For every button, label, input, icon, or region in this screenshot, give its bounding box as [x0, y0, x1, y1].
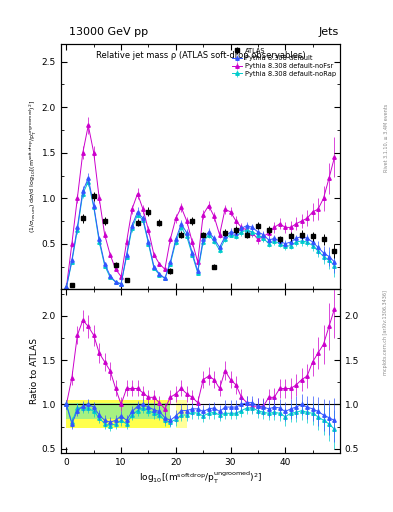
- Text: Relative jet mass ρ (ATLAS soft-drop observables): Relative jet mass ρ (ATLAS soft-drop obs…: [95, 51, 305, 60]
- Y-axis label: $(1/\sigma_{\rm resum})$ d$\sigma$/d log$_{10}$[(m$^{\rm soft\,drop}$/p$_{\rm T}: $(1/\sigma_{\rm resum})$ d$\sigma$/d log…: [28, 100, 39, 233]
- Legend: ATLAS, Pythia 8.308 default, Pythia 8.308 default-noFsr, Pythia 8.308 default-no: ATLAS, Pythia 8.308 default, Pythia 8.30…: [230, 45, 339, 79]
- X-axis label: log$_{10}$[(m$^{\rm soft\,drop}$/p$_{\rm T}^{\rm ungroomed})^2$]: log$_{10}$[(m$^{\rm soft\,drop}$/p$_{\rm…: [139, 470, 262, 486]
- Text: Jets: Jets: [319, 27, 339, 37]
- Y-axis label: Ratio to ATLAS: Ratio to ATLAS: [30, 338, 39, 404]
- Text: mcplots.cern.ch [arXiv:1306.3436]: mcplots.cern.ch [arXiv:1306.3436]: [384, 290, 388, 375]
- Text: Rivet 3.1.10, ≥ 3.4M events: Rivet 3.1.10, ≥ 3.4M events: [384, 104, 388, 173]
- Text: 13000 GeV pp: 13000 GeV pp: [69, 27, 148, 37]
